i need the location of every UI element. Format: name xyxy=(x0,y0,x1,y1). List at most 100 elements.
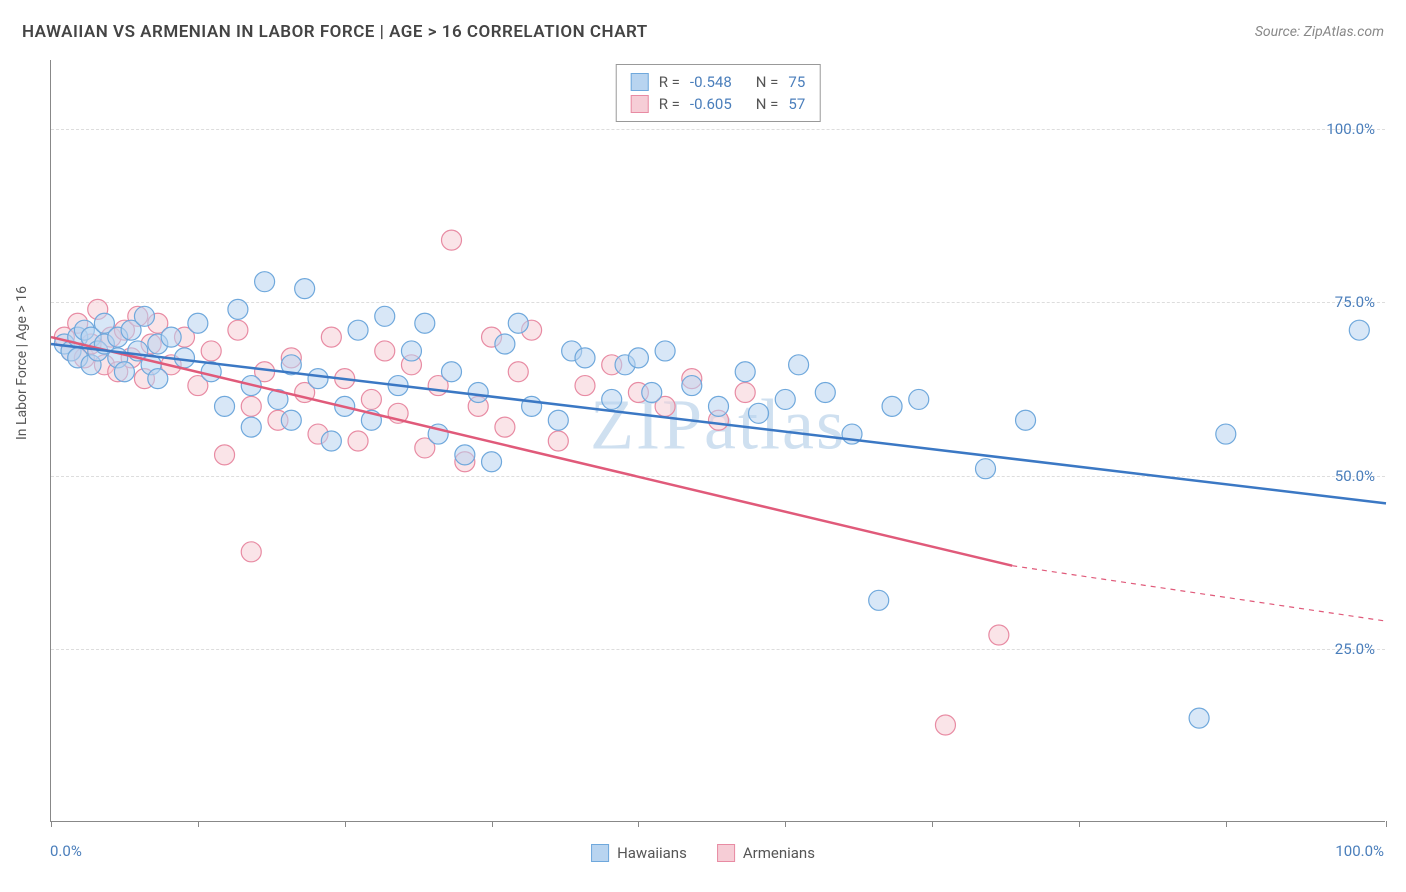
point-hawaiian xyxy=(1349,320,1369,340)
legend-series: Hawaiians Armenians xyxy=(591,844,815,862)
point-hawaiian xyxy=(976,459,996,479)
swatch-armenians xyxy=(717,844,735,862)
point-hawaiian xyxy=(508,313,528,333)
x-tick xyxy=(198,821,199,827)
point-hawaiian xyxy=(1189,708,1209,728)
point-hawaiian xyxy=(735,362,755,382)
point-armenian xyxy=(375,341,395,361)
point-hawaiian xyxy=(815,383,835,403)
point-hawaiian xyxy=(548,410,568,430)
legend-row-hawaiians: R = -0.548 N = 75 xyxy=(631,71,806,93)
point-hawaiian xyxy=(415,313,435,333)
plot-area: ZIPatlas 25.0%50.0%75.0%100.0% R = -0.54… xyxy=(50,60,1385,822)
x-tick xyxy=(1079,821,1080,827)
r-value-armenians: -0.605 xyxy=(690,95,732,113)
point-hawaiian xyxy=(789,355,809,375)
legend-item-hawaiians: Hawaiians xyxy=(591,844,687,862)
point-armenian xyxy=(215,445,235,465)
point-armenian xyxy=(442,230,462,250)
point-armenian xyxy=(361,389,381,409)
point-armenian xyxy=(935,715,955,735)
point-armenian xyxy=(321,327,341,347)
point-armenian xyxy=(348,431,368,451)
point-hawaiian xyxy=(602,389,622,409)
point-hawaiian xyxy=(882,396,902,416)
point-hawaiian xyxy=(134,306,154,326)
legend-label-hawaiians: Hawaiians xyxy=(617,844,687,862)
regression-line-armenian xyxy=(51,337,1012,566)
x-tick xyxy=(785,821,786,827)
r-label: R = xyxy=(659,95,680,113)
point-hawaiian xyxy=(241,417,261,437)
point-hawaiian xyxy=(228,299,248,319)
chart-container: HAWAIIAN VS ARMENIAN IN LABOR FORCE | AG… xyxy=(0,0,1406,892)
y-axis-title: In Labor Force | Age > 16 xyxy=(14,286,30,440)
point-hawaiian xyxy=(348,320,368,340)
x-tick xyxy=(932,821,933,827)
point-hawaiian xyxy=(295,279,315,299)
chart-title: HAWAIIAN VS ARMENIAN IN LABOR FORCE | AG… xyxy=(22,22,648,42)
point-hawaiian xyxy=(869,590,889,610)
point-armenian xyxy=(508,362,528,382)
point-hawaiian xyxy=(455,445,475,465)
point-hawaiian xyxy=(281,410,301,430)
point-hawaiian xyxy=(642,383,662,403)
point-armenian xyxy=(575,376,595,396)
regression-line-armenian-dash xyxy=(1012,566,1386,621)
point-hawaiian xyxy=(482,452,502,472)
swatch-hawaiians xyxy=(631,73,649,91)
point-armenian xyxy=(241,396,261,416)
n-value-hawaiians: 75 xyxy=(788,73,805,91)
swatch-hawaiians xyxy=(591,844,609,862)
point-armenian xyxy=(735,383,755,403)
point-hawaiian xyxy=(1016,410,1036,430)
legend-correlation: R = -0.548 N = 75 R = -0.605 N = 57 xyxy=(616,64,821,122)
x-tick xyxy=(1226,821,1227,827)
point-hawaiian xyxy=(909,389,929,409)
point-hawaiian xyxy=(321,431,341,451)
x-axis-min-label: 0.0% xyxy=(50,842,82,860)
n-value-armenians: 57 xyxy=(788,95,805,113)
point-hawaiian xyxy=(188,313,208,333)
point-hawaiian xyxy=(468,383,488,403)
x-tick xyxy=(638,821,639,827)
plot-svg xyxy=(51,60,1385,821)
point-hawaiian xyxy=(375,306,395,326)
x-axis-max-label: 100.0% xyxy=(1335,842,1384,860)
x-tick xyxy=(1386,821,1387,827)
point-armenian xyxy=(989,625,1009,645)
point-hawaiian xyxy=(1216,424,1236,444)
point-hawaiian xyxy=(709,396,729,416)
point-armenian xyxy=(495,417,515,437)
x-tick xyxy=(51,821,52,827)
point-hawaiian xyxy=(775,389,795,409)
x-tick xyxy=(345,821,346,827)
point-armenian xyxy=(241,542,261,562)
legend-row-armenians: R = -0.605 N = 57 xyxy=(631,93,806,115)
point-hawaiian xyxy=(255,272,275,292)
r-label: R = xyxy=(659,73,680,91)
point-hawaiian xyxy=(655,341,675,361)
point-hawaiian xyxy=(628,348,648,368)
point-hawaiian xyxy=(148,369,168,389)
point-hawaiian xyxy=(495,334,515,354)
point-armenian xyxy=(201,341,221,361)
point-hawaiian xyxy=(114,362,134,382)
point-hawaiian xyxy=(749,403,769,423)
point-hawaiian xyxy=(442,362,462,382)
swatch-armenians xyxy=(631,95,649,113)
point-hawaiian xyxy=(682,376,702,396)
n-label: N = xyxy=(756,95,779,113)
r-value-hawaiians: -0.548 xyxy=(690,73,732,91)
point-hawaiian xyxy=(161,327,181,347)
point-hawaiian xyxy=(308,369,328,389)
point-armenian xyxy=(548,431,568,451)
legend-label-armenians: Armenians xyxy=(743,844,815,862)
point-hawaiian xyxy=(401,341,421,361)
source-attribution: Source: ZipAtlas.com xyxy=(1255,24,1384,40)
n-label: N = xyxy=(756,73,779,91)
point-hawaiian xyxy=(215,396,235,416)
point-armenian xyxy=(228,320,248,340)
legend-item-armenians: Armenians xyxy=(717,844,815,862)
x-tick xyxy=(492,821,493,827)
